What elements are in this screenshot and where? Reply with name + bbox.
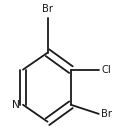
Text: N: N [12, 100, 20, 110]
Text: Br: Br [42, 4, 53, 14]
Text: Br: Br [101, 109, 112, 119]
Text: Cl: Cl [101, 65, 111, 75]
